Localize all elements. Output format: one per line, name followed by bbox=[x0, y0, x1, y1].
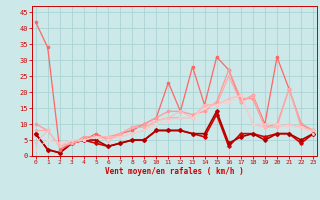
X-axis label: Vent moyen/en rafales ( km/h ): Vent moyen/en rafales ( km/h ) bbox=[105, 167, 244, 176]
